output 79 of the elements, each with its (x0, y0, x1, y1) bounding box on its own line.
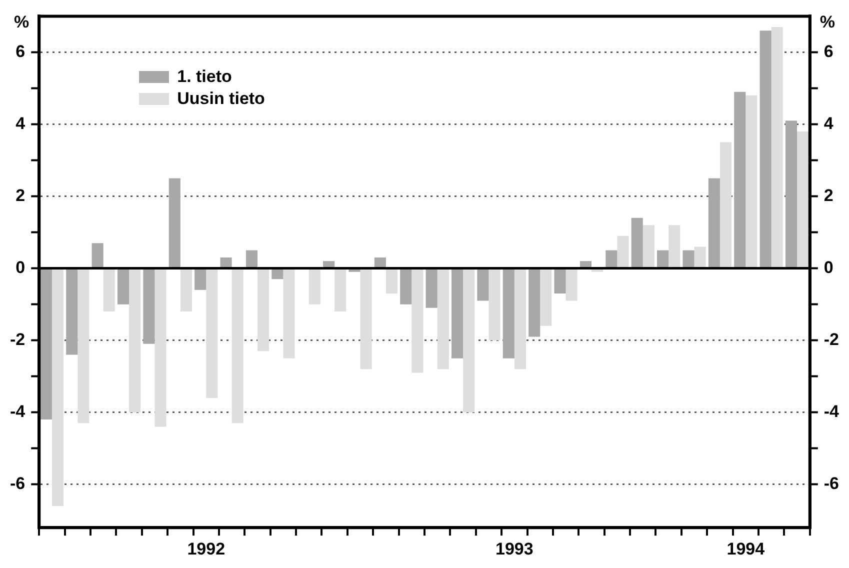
bar (374, 257, 386, 268)
y2-tick-label: 0 (824, 258, 834, 277)
bar (734, 92, 746, 268)
y2-tick-label: -2 (824, 330, 840, 350)
bar (258, 269, 270, 352)
bar (437, 269, 449, 370)
y-tick-label: -6 (10, 474, 26, 494)
bar (463, 269, 475, 412)
bar (657, 250, 669, 268)
bar (154, 269, 166, 427)
bar (117, 269, 130, 304)
legend-label: Uusin tieto (177, 89, 265, 110)
y2-tick-label: 6 (824, 42, 834, 61)
bar (78, 269, 90, 424)
bar (694, 246, 706, 268)
y-tick-label: -4 (10, 402, 26, 422)
bar (52, 269, 64, 506)
y2-tick-label: 4 (824, 114, 834, 133)
legend-label: 1. tieto (177, 67, 232, 88)
y2-tick-label: -4 (824, 402, 840, 422)
bar (760, 30, 772, 268)
bar (451, 269, 464, 358)
bar (528, 269, 540, 337)
bar (554, 269, 566, 294)
bar (682, 250, 694, 268)
bar (232, 269, 244, 424)
bar (103, 269, 115, 312)
bar (631, 218, 643, 268)
x-tick-label: 1994 (726, 539, 766, 558)
y-tick-label: 6 (16, 42, 26, 61)
y-tick-label: 2 (16, 186, 26, 205)
bar (540, 269, 552, 326)
x-tick-label: 1993 (496, 539, 534, 558)
bar (746, 95, 758, 268)
bar (323, 261, 335, 268)
bar (668, 225, 680, 268)
bar (66, 269, 78, 355)
bar (617, 236, 629, 268)
bar (386, 269, 398, 294)
bar (194, 269, 206, 290)
bar (168, 178, 180, 268)
bar (514, 269, 526, 370)
bar (246, 250, 258, 268)
bar (606, 250, 618, 268)
bar (40, 269, 52, 420)
bar (720, 142, 732, 268)
bar (334, 269, 346, 312)
y-axis-title: % (14, 12, 30, 32)
bar (488, 269, 500, 340)
bar (272, 269, 284, 280)
y-tick-label: 4 (16, 114, 26, 133)
y-tick-label: 0 (16, 258, 26, 277)
y-tick-label: -2 (10, 330, 26, 350)
bar (412, 269, 424, 373)
bar (502, 269, 514, 358)
bar (348, 269, 360, 272)
bar (400, 269, 412, 304)
bar (283, 269, 295, 358)
bar (642, 225, 654, 268)
x-tick-label: 1992 (187, 539, 226, 558)
bar (143, 269, 155, 344)
y2-tick-label: 2 (824, 186, 834, 205)
bar (477, 269, 489, 301)
bar (92, 243, 104, 268)
bar (771, 27, 783, 268)
bar (308, 269, 320, 304)
bar (708, 178, 720, 268)
bar (797, 131, 809, 268)
bar (206, 269, 218, 398)
y2-axis-title: % (820, 12, 836, 32)
bar (180, 269, 192, 312)
bar (220, 257, 232, 268)
y2-tick-label: -6 (824, 474, 840, 494)
bar (580, 261, 592, 268)
bar (129, 269, 141, 412)
bar (360, 269, 372, 370)
bar (785, 120, 798, 268)
bar (566, 269, 578, 301)
bar (426, 269, 438, 308)
